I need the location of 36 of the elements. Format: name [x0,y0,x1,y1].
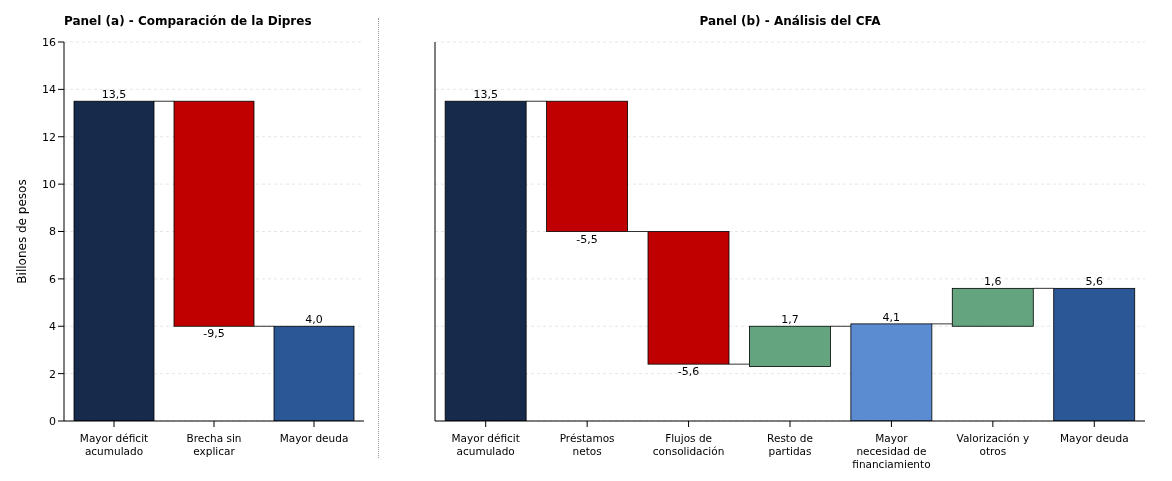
bar [546,100,628,232]
data-label: 13,5 [101,88,127,102]
x-tick-label: Mayor necesidad de financiamiento [852,432,931,470]
bar [647,231,730,365]
data-label: -5,5 [576,232,598,246]
data-label: 4,1 [882,310,901,324]
chart-title: Panel (b) - Análisis del CFA [698,14,882,28]
x-tick-label: Préstamos netos [559,432,615,457]
data-label: 1,7 [781,313,799,327]
y-tick-label: 12 [42,130,56,144]
x-tick-label: Mayor deuda [1059,432,1129,444]
y-tick-label: 6 [49,272,56,286]
y-tick-label: 0 [49,414,56,428]
x-tick-label: Brecha sin explicar [186,432,242,457]
x-tick-label: Valorización y otros [956,432,1030,457]
bar [749,325,831,367]
y-axis-title: Billones de pesos [15,179,30,284]
bar [951,287,1034,327]
data-label: 13,5 [473,88,498,102]
x-tick-label: Mayor déficit acumulado [451,432,520,457]
data-label: -9,5 [203,327,225,341]
x-tick-label: Flujos de consolidación [652,432,725,457]
data-label: 1,6 [984,275,1002,289]
y-tick-label: 10 [42,178,56,192]
data-label: 5,6 [1085,275,1103,289]
y-tick-label: 2 [49,367,56,381]
y-tick-label: 14 [42,83,56,97]
y-tick-label: 16 [42,35,56,49]
y-tick-label: 8 [49,225,56,239]
x-tick-label: Mayor déficit acumulado [79,432,149,457]
x-tick-label: Mayor deuda [279,432,349,444]
chart-title: Panel (a) - Comparación de la Dipres [64,14,313,28]
data-label: -5,6 [677,365,700,379]
data-label: 4,0 [305,313,323,327]
y-tick-label: 4 [49,320,56,334]
x-tick-label: Resto de partidas [767,432,813,457]
